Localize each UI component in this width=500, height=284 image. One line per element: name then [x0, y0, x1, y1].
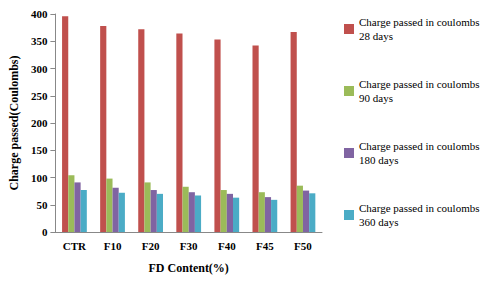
svg-text:300: 300	[31, 63, 48, 75]
svg-text:28 days: 28 days	[359, 30, 393, 42]
svg-text:CTR: CTR	[63, 240, 87, 252]
svg-text:Charge passed in coulombs: Charge passed in coulombs	[359, 16, 482, 28]
svg-text:Charge passed(Coulombs): Charge passed(Coulombs)	[7, 55, 21, 190]
svg-text:400: 400	[31, 8, 48, 20]
svg-text:350: 350	[31, 35, 48, 47]
svg-text:180 days: 180 days	[359, 154, 398, 166]
svg-text:50: 50	[36, 199, 48, 211]
svg-text:Charge passed in coulombs: Charge passed in coulombs	[359, 78, 482, 90]
svg-text:100: 100	[31, 172, 48, 184]
svg-text:F40: F40	[218, 240, 236, 252]
svg-text:FD Content(%): FD Content(%)	[149, 261, 229, 275]
svg-text:150: 150	[31, 144, 48, 156]
svg-text:F50: F50	[294, 240, 312, 252]
svg-text:F45: F45	[256, 240, 274, 252]
svg-text:Charge passed in coulombs: Charge passed in coulombs	[359, 140, 482, 152]
svg-text:250: 250	[31, 90, 48, 102]
svg-text:90 days: 90 days	[359, 92, 393, 104]
svg-text:Charge passed in coulombs: Charge passed in coulombs	[359, 202, 482, 214]
svg-text:F10: F10	[104, 240, 122, 252]
svg-text:F20: F20	[142, 240, 160, 252]
svg-text:360 days: 360 days	[359, 216, 398, 228]
svg-text:F30: F30	[180, 240, 198, 252]
svg-text:200: 200	[31, 117, 48, 129]
svg-text:0: 0	[42, 226, 48, 238]
